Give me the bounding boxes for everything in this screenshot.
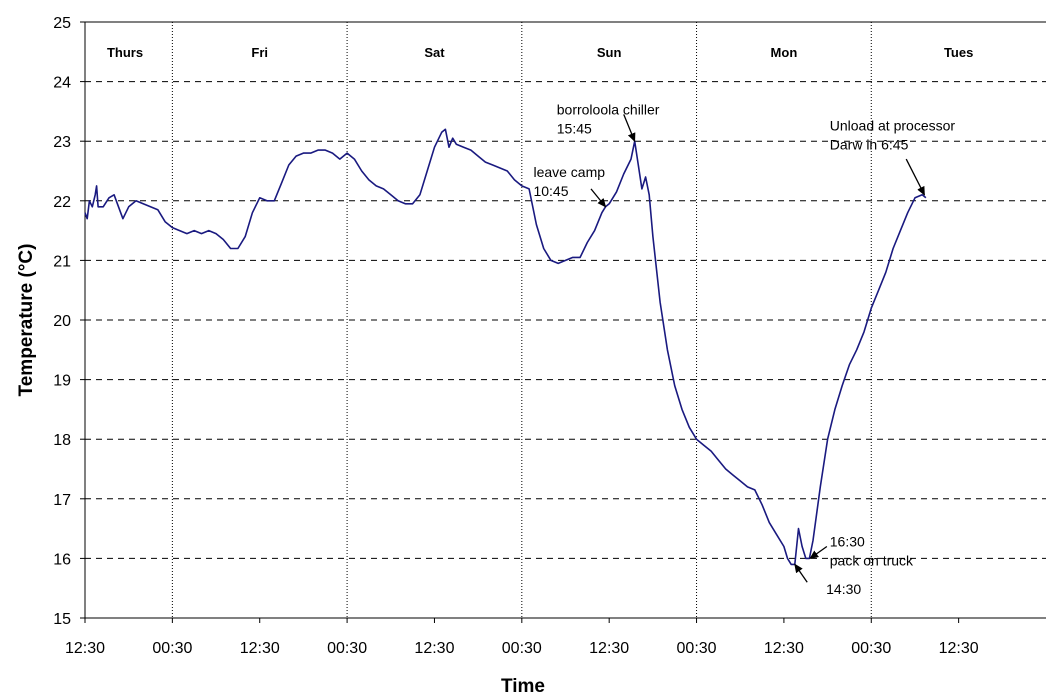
y-tick-label: 19 (53, 373, 71, 390)
annotation: borroloola chiller 15:45 (557, 101, 660, 143)
x-tick-label: 12:30 (764, 640, 804, 657)
annotation-arrow (794, 563, 808, 583)
x-tick-label: 12:30 (939, 640, 979, 657)
annotation-text: Darw in 6:45 (830, 136, 909, 152)
annotation-arrow (905, 158, 925, 196)
day-boundary-lines (171, 22, 872, 618)
y-tick-label: 21 (53, 253, 71, 270)
annotation-arrow (623, 114, 636, 143)
y-tick-label: 17 (53, 492, 71, 509)
annotation-text: 10:45 (533, 183, 568, 199)
series-layer (84, 128, 927, 566)
x-tick-label: 00:30 (327, 640, 367, 657)
x-tick-label: 00:30 (502, 640, 542, 657)
x-axis-title: Time (501, 676, 545, 697)
x-tick-label: 12:30 (414, 640, 454, 657)
annotation-text: borroloola chiller (557, 101, 660, 117)
x-tick-label: 12:30 (240, 640, 280, 657)
y-tick-label: 24 (53, 75, 71, 92)
day-label: Thurs (107, 45, 143, 60)
y-tick-label: 20 (53, 313, 71, 330)
day-label: Fri (251, 45, 268, 60)
x-tick-label: 00:30 (152, 640, 192, 657)
annotation-text: 16:30 (830, 533, 865, 549)
day-label: Sat (424, 45, 445, 60)
x-tick-label: 12:30 (65, 640, 105, 657)
day-label: Tues (944, 45, 973, 60)
y-axis-ticks: 15 16 17 18 19 20 21 22 23 24 25 (53, 15, 85, 628)
x-tick-label: 00:30 (851, 640, 891, 657)
x-tick-label: 12:30 (589, 640, 629, 657)
annotation: Unload at processor Darw in 6:45 (830, 117, 956, 196)
x-axis-ticks: 12:30 00:30 12:30 00:30 12:30 00:30 12:30 00:30… (65, 618, 979, 657)
annotation-text: 14:30 (826, 581, 861, 597)
x-tick-label: 00:30 (677, 640, 717, 657)
y-tick-label: 18 (53, 432, 71, 449)
y-tick-label: 22 (53, 194, 71, 211)
y-tick-label: 25 (53, 15, 71, 32)
y-tick-label: 23 (53, 134, 71, 151)
annotation-arrow (590, 188, 607, 208)
annotation-text: 15:45 (557, 120, 592, 136)
annotation: leave camp 10:45 (533, 164, 607, 208)
annotation-arrow (809, 545, 828, 559)
annotation-text: Unload at processor (830, 117, 956, 133)
y-tick-label: 15 (53, 611, 71, 628)
day-label: Sun (597, 45, 622, 60)
y-axis-title: Temperature (°C) (16, 244, 37, 397)
y-tick-label: 16 (53, 551, 71, 568)
annotation-text: pack on truck (830, 552, 914, 568)
day-labels: Thurs Fri Sat Sun Mon Tues (107, 45, 973, 60)
annotations: borroloola chiller 15:45 leave camp 10:45 Un… (533, 101, 955, 597)
temperature-series-line (84, 128, 927, 566)
horizontal-gridlines (85, 81, 1046, 559)
annotation: 14:30 (794, 563, 861, 597)
annotation-text: leave camp (533, 164, 605, 180)
day-label: Mon (771, 45, 798, 60)
annotation: 16:30 pack on truck (809, 533, 914, 568)
